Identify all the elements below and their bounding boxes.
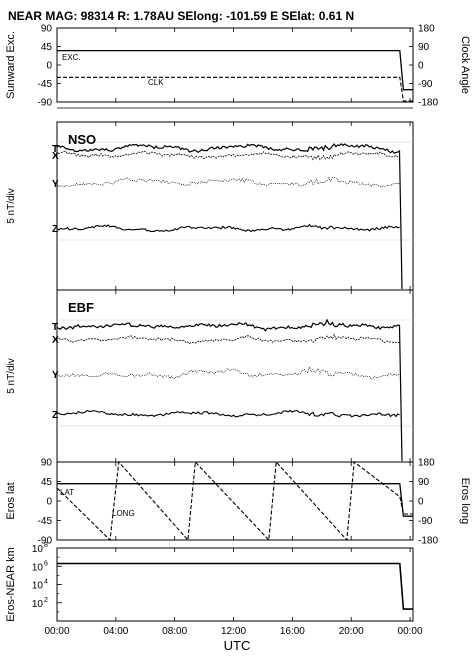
panel-frame-0 bbox=[56, 27, 414, 103]
x-tick-label: 20:00 bbox=[339, 626, 364, 637]
series-lat bbox=[57, 483, 413, 517]
y-tick-label-right: 90 bbox=[418, 477, 430, 488]
y-tick-label: 10 bbox=[32, 581, 44, 592]
y-axis-label-ebf: 5 nT/div bbox=[6, 358, 17, 394]
series-label-lat: LAT bbox=[60, 488, 74, 497]
trace-label-z: Z bbox=[52, 410, 58, 421]
trace-ebf-y bbox=[56, 365, 400, 380]
x-tick-label: 04:00 bbox=[103, 626, 128, 637]
series-clk bbox=[57, 76, 413, 102]
x-axis-label: UTC bbox=[224, 638, 251, 653]
y-tick-label-right: -90 bbox=[418, 79, 433, 90]
y-tick-exponent: 8 bbox=[44, 542, 48, 549]
y-axis-label-range: Eros-NEAR km bbox=[5, 547, 17, 622]
y-tick-label: -90 bbox=[38, 98, 53, 109]
x-tick-label: 16:00 bbox=[280, 626, 305, 637]
trace-ebf-t bbox=[56, 318, 403, 462]
panel-frame-4 bbox=[56, 547, 414, 622]
axis-labels: 00:00 04:00 08:00 12:00 16:00 20:00 00:00 90 45 0… bbox=[5, 24, 471, 638]
y-tick-exponent: 4 bbox=[44, 579, 48, 586]
panel-frame-2 bbox=[56, 289, 414, 463]
y-tick-exponent: 6 bbox=[44, 560, 48, 567]
trace-label-t: T bbox=[52, 322, 58, 333]
y-axis-label-right: Eros long bbox=[459, 478, 471, 524]
data-traces bbox=[56, 49, 413, 610]
y-tick-label: 10 bbox=[32, 599, 44, 610]
trace-label-y: Y bbox=[52, 179, 59, 190]
x-tick-label: 00:00 bbox=[398, 626, 423, 637]
y-axis-label-left: Eros lat bbox=[5, 482, 17, 519]
trace-label-y: Y bbox=[52, 370, 59, 381]
y-tick-label-right: -180 bbox=[418, 536, 438, 547]
y-tick-label-right: 0 bbox=[418, 61, 424, 72]
y-tick-label: 10 bbox=[32, 544, 44, 555]
y-tick-label: 90 bbox=[41, 24, 53, 35]
panel-frame-3 bbox=[56, 461, 414, 541]
x-tick-label: 12:00 bbox=[221, 626, 246, 637]
trace-label-t: T bbox=[52, 144, 58, 155]
trace-ebf-x bbox=[56, 333, 400, 345]
trace-label-x: X bbox=[52, 335, 59, 346]
y-tick-label-right: 180 bbox=[418, 458, 435, 469]
y-tick-label: 45 bbox=[41, 42, 53, 53]
y-tick-label: -45 bbox=[38, 516, 53, 527]
trace-nso-y bbox=[56, 176, 400, 188]
trace-label-z: Z bbox=[52, 224, 58, 235]
y-tick-label: -90 bbox=[38, 536, 53, 547]
y-tick-label-right: 0 bbox=[418, 497, 424, 508]
y-tick-label: 0 bbox=[46, 497, 52, 508]
y-axis-label-right: Clock Angle bbox=[459, 36, 471, 94]
x-tick-label: 00:00 bbox=[44, 626, 69, 637]
y-tick-label-right: 180 bbox=[418, 24, 435, 35]
y-tick-label-right: 90 bbox=[418, 42, 430, 53]
y-tick-label-right: -180 bbox=[418, 98, 438, 109]
y-axis-label-nso: 5 nT/div bbox=[6, 188, 17, 224]
series-long bbox=[56, 460, 413, 542]
trace-nso-z bbox=[56, 223, 400, 233]
series-label-long: LONG bbox=[112, 509, 135, 518]
y-tick-label: 90 bbox=[41, 458, 53, 469]
y-tick-label: 10 bbox=[32, 562, 44, 573]
series-exc- bbox=[57, 49, 413, 91]
trace-label-x: X bbox=[52, 151, 59, 162]
trace-nso-x bbox=[56, 150, 400, 161]
y-tick-label-right: -90 bbox=[418, 516, 433, 527]
series-eros-near-range bbox=[57, 562, 413, 610]
y-axis-label-left: Sunward Exc. bbox=[5, 31, 17, 99]
y-tick-label: 45 bbox=[41, 477, 53, 488]
y-tick-exponent: 2 bbox=[44, 597, 48, 604]
x-tick-label: 08:00 bbox=[162, 626, 187, 637]
series-label-exc: EXC. bbox=[62, 53, 81, 62]
trace-nso-t bbox=[56, 142, 403, 290]
trace-ebf-z bbox=[56, 409, 400, 418]
series-label-clk: CLK bbox=[148, 78, 164, 87]
y-tick-label: 0 bbox=[46, 61, 52, 72]
panel-label-nso: NSO bbox=[68, 132, 96, 147]
axis-ticks bbox=[56, 27, 413, 621]
figure-title: NEAR MAG: 98314 R: 1.78AU SElong: -101.5… bbox=[8, 9, 354, 23]
panel-label-ebf: EBF bbox=[68, 300, 94, 315]
y-tick-label: -45 bbox=[38, 79, 53, 90]
